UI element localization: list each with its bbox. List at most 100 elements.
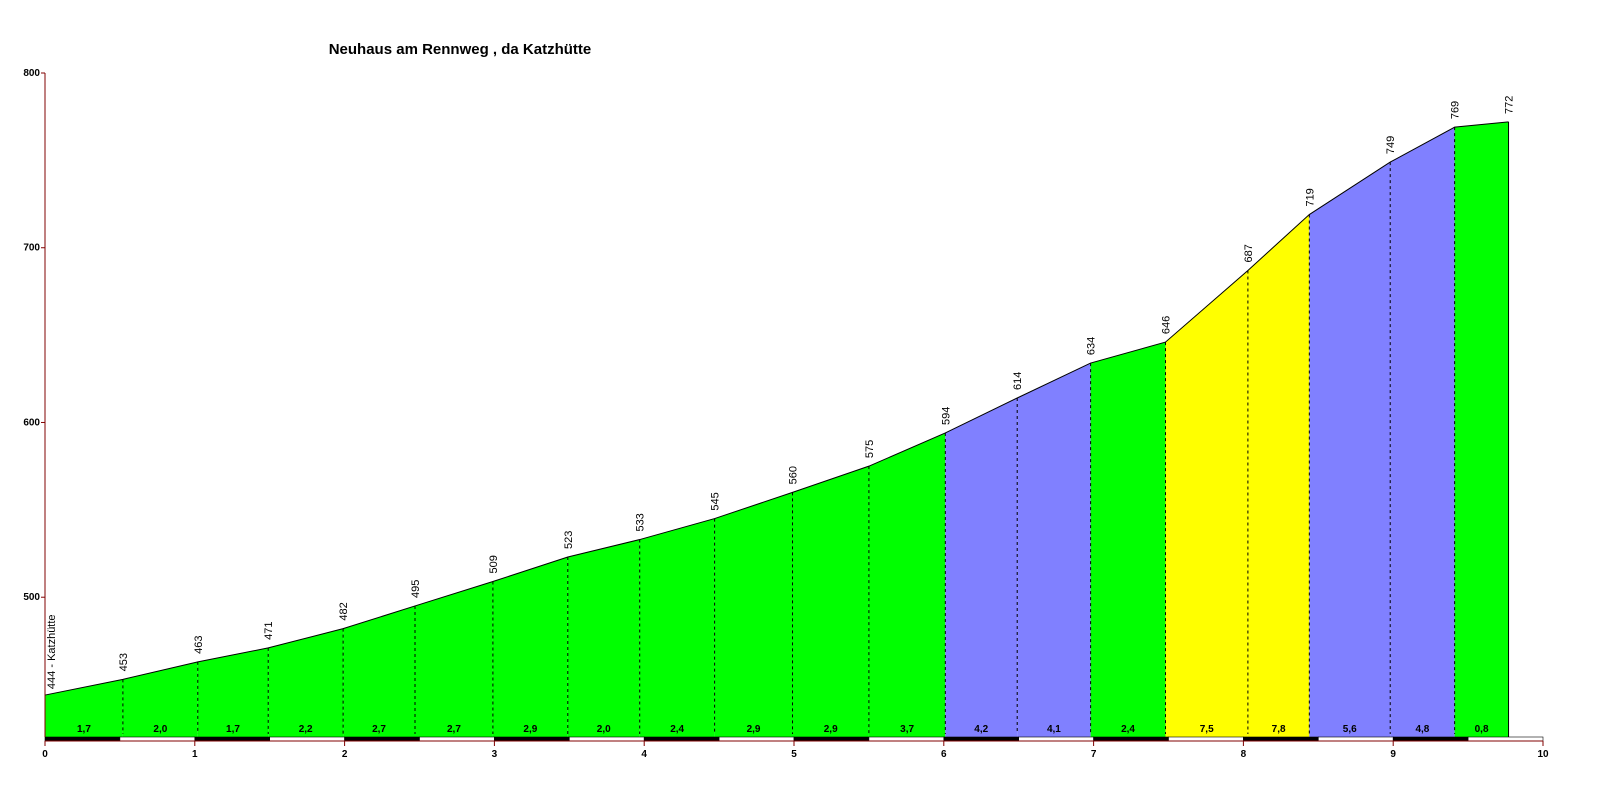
elevation-label: 646 [1161, 316, 1173, 334]
elevation-label: 463 [193, 636, 205, 654]
y-tick-label: 800 [23, 68, 40, 79]
elevation-label: 533 [635, 513, 647, 531]
elevation-label: 687 [1243, 244, 1255, 262]
x-axis: 0 1 2 3 4 5 6 7 8 9 10 [42, 740, 1549, 760]
distance-bar-segment [643, 736, 720, 742]
x-tick-label: 2 [342, 749, 348, 760]
gradient-label: 1,7 [77, 724, 91, 735]
x-tick-label: 0 [42, 749, 48, 760]
profile-segment [639, 518, 715, 737]
x-tick-label: 8 [1241, 749, 1247, 760]
distance-bar-segment [44, 736, 121, 742]
profile-outline [44, 121, 1509, 696]
elevation-label: 634 [1086, 337, 1098, 355]
profile-segment [714, 492, 793, 737]
x-tick-label: 4 [641, 749, 647, 760]
profile-segment [792, 466, 869, 737]
profile-segment [197, 647, 269, 737]
gradient-label: 2,0 [153, 724, 167, 735]
gradient-label: 3,7 [900, 724, 914, 735]
profile-segment [122, 661, 198, 737]
x-tick-label: 3 [492, 749, 498, 760]
elevation-label: 575 [864, 440, 876, 458]
distance-bar-segment [269, 736, 345, 742]
profile-segment [1454, 121, 1509, 737]
x-tick-label: 9 [1390, 749, 1396, 760]
distance-bar-segment [1018, 736, 1094, 742]
y-tick-label: 500 [23, 592, 40, 603]
gradient-label: 2,9 [747, 724, 761, 735]
elevation-label: 769 [1450, 101, 1462, 119]
elevation-label: 495 [410, 580, 422, 598]
distance-bar-segment [344, 736, 420, 742]
distance-bar-segment [419, 736, 495, 742]
gradient-label: 2,4 [1121, 724, 1135, 735]
distance-bar-segment [793, 736, 870, 742]
profile-segment [1090, 342, 1166, 737]
gradient-label: 2,7 [372, 724, 386, 735]
profile-segment [1309, 162, 1391, 737]
gradient-label: 7,8 [1272, 724, 1286, 735]
y-tick-label: 700 [23, 243, 40, 254]
profile-segment [1165, 270, 1248, 737]
gradient-label: 4,8 [1415, 724, 1429, 735]
x-tick-label: 1 [192, 749, 198, 760]
gradient-label: 1,7 [226, 724, 240, 735]
distance-bar-segment [943, 736, 1019, 742]
elevation-label: 614 [1012, 372, 1024, 390]
distance-bar-segment [1467, 736, 1544, 742]
profile-segment [567, 539, 640, 737]
distance-bar-segment [494, 736, 570, 742]
distance-scale-bar [44, 736, 1544, 742]
distance-bar-segment [1392, 736, 1469, 742]
gradient-labels: 1,7 2,0 1,7 2,2 2,7 2,7 2,9 2,0 2,4 2,9 2,9 3,7 4,2 4… [77, 724, 1489, 735]
y-tick-label: 600 [23, 417, 40, 428]
chart-title: Neuhaus am Rennweg , da Katzhütte [329, 41, 592, 58]
segment-dividers [122, 121, 1510, 737]
gradient-label: 2,9 [523, 724, 537, 735]
y-axis: 500 600 700 800 [23, 68, 46, 737]
x-tick-label: 10 [1537, 749, 1549, 760]
distance-bar-segment [568, 736, 645, 742]
profile-segment [415, 581, 493, 737]
profile-segment [1247, 214, 1310, 737]
elevation-label: 560 [788, 466, 800, 484]
x-tick-label: 5 [791, 749, 797, 760]
gradient-label: 2,9 [824, 724, 838, 735]
x-tick-label: 7 [1091, 749, 1097, 760]
distance-bar-segment [718, 736, 795, 742]
distance-bar-segment [868, 736, 945, 742]
elevation-label: 523 [563, 531, 575, 549]
profile-line [44, 121, 1509, 696]
gradient-label: 7,5 [1200, 724, 1214, 735]
profile-segment [1390, 127, 1455, 738]
elevation-label: 594 [940, 407, 952, 425]
gradient-label: 2,4 [670, 724, 684, 735]
elevation-label: 509 [488, 555, 500, 573]
elevation-label: 719 [1304, 188, 1316, 206]
x-tick-label: 6 [941, 749, 947, 760]
gradient-label: 2,0 [597, 724, 611, 735]
profile-segment [45, 679, 123, 737]
distance-bar-segment [194, 736, 271, 742]
gradient-label: 2,2 [299, 724, 313, 735]
distance-bar-segment [119, 736, 196, 742]
elevation-label: 482 [338, 602, 350, 620]
profile-segment [343, 605, 416, 737]
gradient-segments [45, 121, 1509, 738]
distance-bar-segment [1243, 736, 1319, 742]
elevation-label: 471 [263, 622, 275, 640]
elevation-label: 772 [1504, 96, 1516, 114]
gradient-label: 0,8 [1475, 724, 1489, 735]
distance-bar-segment [1093, 736, 1169, 742]
profile-segment [945, 398, 1018, 737]
elevation-label: 749 [1385, 136, 1397, 154]
distance-bar-segment [1168, 736, 1244, 742]
start-label: 444 - Katzhütte [46, 614, 58, 689]
gradient-label: 5,6 [1343, 724, 1357, 735]
gradient-label: 4,1 [1047, 724, 1061, 735]
profile-segment [492, 557, 568, 737]
profile-segment [1017, 363, 1091, 737]
profile-segment [868, 432, 946, 737]
